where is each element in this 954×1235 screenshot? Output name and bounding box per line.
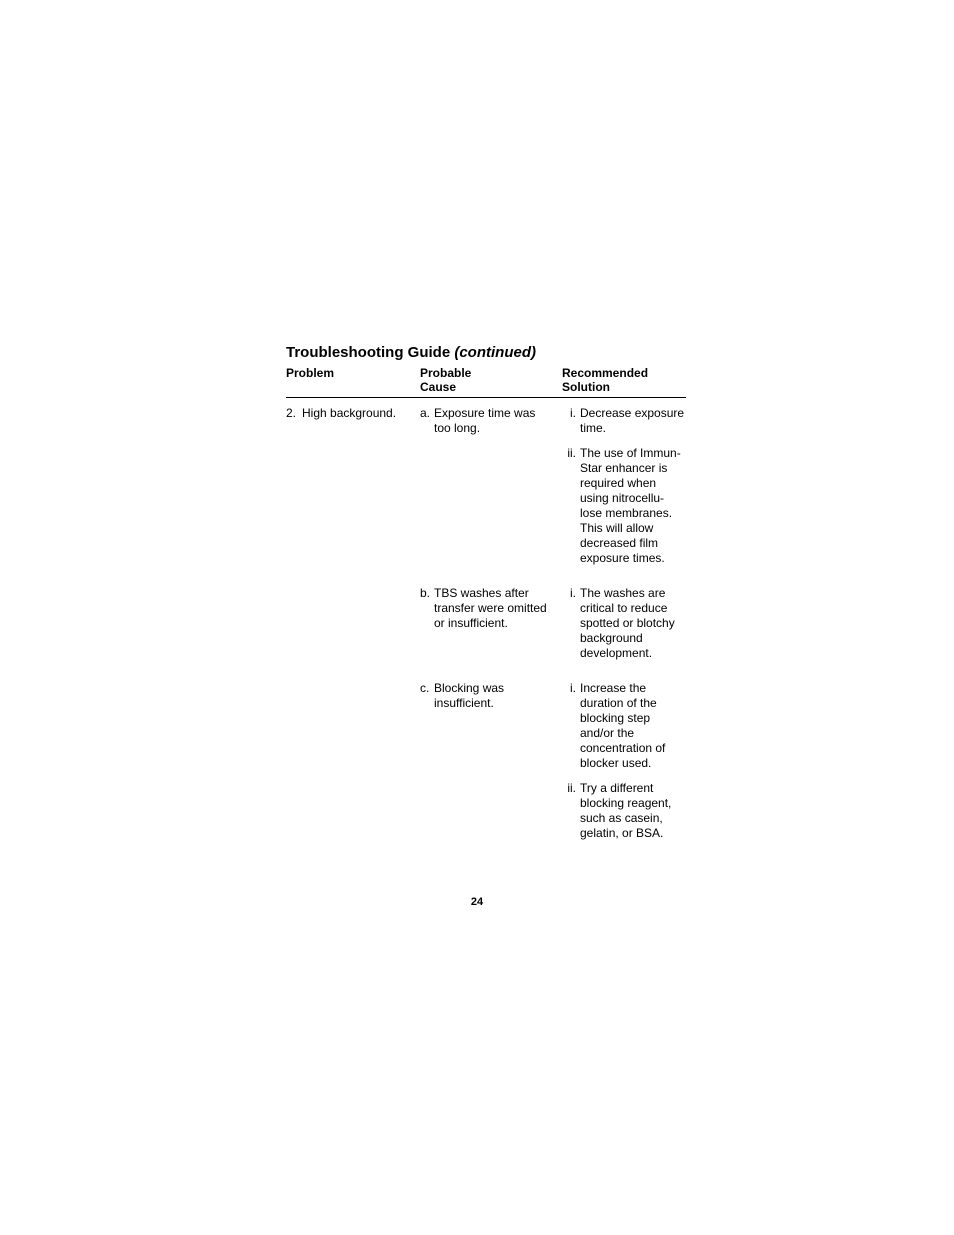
cause-a-text: Exposure time was too long.: [434, 406, 562, 436]
page-number: 24: [0, 896, 954, 908]
solution-a-i-text: Decrease exposure time.: [580, 406, 686, 436]
solution-c-i-text: Increase the duration of the blocking st…: [580, 681, 686, 771]
cause-b-text: TBS washes after transfer were omitted o…: [434, 586, 562, 631]
header-solution: Recommended Solution: [562, 367, 686, 395]
header-problem: Problem: [286, 367, 420, 395]
solution-c-ii-marker: ii.: [562, 781, 580, 841]
solution-a-ii-marker: ii.: [562, 446, 580, 566]
solution-b-i-marker: i.: [562, 586, 580, 661]
cause-cell: a. Exposure time was too long.: [420, 406, 562, 576]
solution-cell: i. The washes are critical to reduce spo…: [562, 586, 686, 671]
solution-cell: i. Increase the duration of the blocking…: [562, 681, 686, 851]
table-header-row: Problem Probable Cause Recommended Solut…: [286, 367, 686, 398]
solution-c-i-marker: i.: [562, 681, 580, 771]
header-solution-line1: Recommended: [562, 366, 648, 380]
title-main: Troubleshooting Guide: [286, 344, 454, 361]
cause-cell: c. Blocking was insufficient.: [420, 681, 562, 851]
solution-cell: i. Decrease exposure time. ii. The use o…: [562, 406, 686, 576]
problem-cell-empty: [286, 681, 420, 851]
solution-a-i-marker: i.: [562, 406, 580, 436]
solution-c-ii-text: Try a different blocking reagent, such a…: [580, 781, 686, 841]
table-row: 2. High background. a. Exposure time was…: [286, 406, 686, 576]
problem-cell-empty: [286, 586, 420, 671]
cause-b-marker: b.: [420, 586, 434, 631]
solution-b-i-text: The washes are critical to reduce spotte…: [580, 586, 686, 661]
header-cause-line2: Cause: [420, 380, 456, 394]
problem-text: High background.: [302, 406, 420, 421]
table-row: b. TBS washes after transfer were omitte…: [286, 586, 686, 671]
header-solution-line2: Solution: [562, 380, 610, 394]
section-title: Troubleshooting Guide (continued): [286, 344, 686, 361]
page: Troubleshooting Guide (continued) Proble…: [0, 0, 954, 1235]
problem-marker: 2.: [286, 406, 302, 421]
cause-a-marker: a.: [420, 406, 434, 436]
header-cause: Probable Cause: [420, 367, 562, 395]
cause-c-marker: c.: [420, 681, 434, 711]
title-continued: (continued): [454, 344, 536, 361]
cause-cell: b. TBS washes after transfer were omitte…: [420, 586, 562, 671]
header-cause-line1: Probable: [420, 366, 471, 380]
solution-a-ii-text: The use of Immun-Star enhancer is requir…: [580, 446, 686, 566]
problem-cell: 2. High background.: [286, 406, 420, 576]
content-block: Troubleshooting Guide (continued) Proble…: [286, 344, 686, 861]
troubleshooting-table: Problem Probable Cause Recommended Solut…: [286, 367, 686, 851]
table-row: c. Blocking was insufficient. i. Increas…: [286, 681, 686, 851]
cause-c-text: Blocking was insufficient.: [434, 681, 562, 711]
